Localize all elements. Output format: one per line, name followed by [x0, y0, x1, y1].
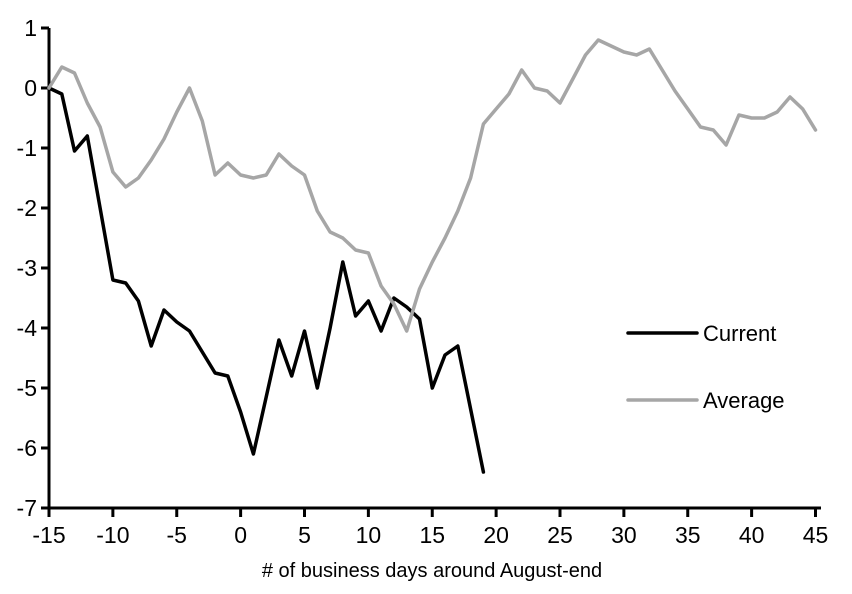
y-tick-label: -6	[17, 435, 37, 461]
y-tick-label: -5	[17, 375, 37, 401]
y-tick-label: -7	[17, 495, 37, 521]
legend: Current Average	[626, 321, 785, 413]
y-tick-label: -3	[17, 255, 37, 281]
x-tick-label: 35	[675, 522, 701, 548]
y-tick-label: 0	[24, 75, 37, 101]
average-line	[47, 38, 818, 333]
x-tick-label: -5	[167, 522, 187, 548]
legend-average-label: Average	[703, 388, 785, 413]
y-tick-label: -4	[17, 315, 38, 341]
x-tick-label: 20	[483, 522, 509, 548]
axes-group: 10-1-2-3-4-5-6-7-15 -10 -5 0 5 10 15 20 25 30 35 40…	[17, 15, 829, 548]
x-tick-label: -15	[32, 522, 65, 548]
x-tick-label: 25	[547, 522, 573, 548]
x-tick-label: 15	[419, 522, 445, 548]
x-tick-label: 0	[234, 522, 247, 548]
x-axis-title: # of business days around August-end	[262, 560, 602, 582]
y-tick-label: 1	[24, 15, 37, 41]
legend-current-label: Current	[703, 321, 776, 346]
x-tick-label: 40	[739, 522, 765, 548]
x-tick-label: 45	[803, 522, 829, 548]
x-tick-label: 30	[611, 522, 637, 548]
current-line	[47, 86, 486, 474]
y-tick-label: -1	[17, 135, 37, 161]
x-tick-label: -10	[96, 522, 129, 548]
y-tick-label: -2	[17, 195, 37, 221]
series-group	[47, 38, 818, 474]
x-tick-label: 5	[298, 522, 311, 548]
x-tick-label: 10	[356, 522, 382, 548]
